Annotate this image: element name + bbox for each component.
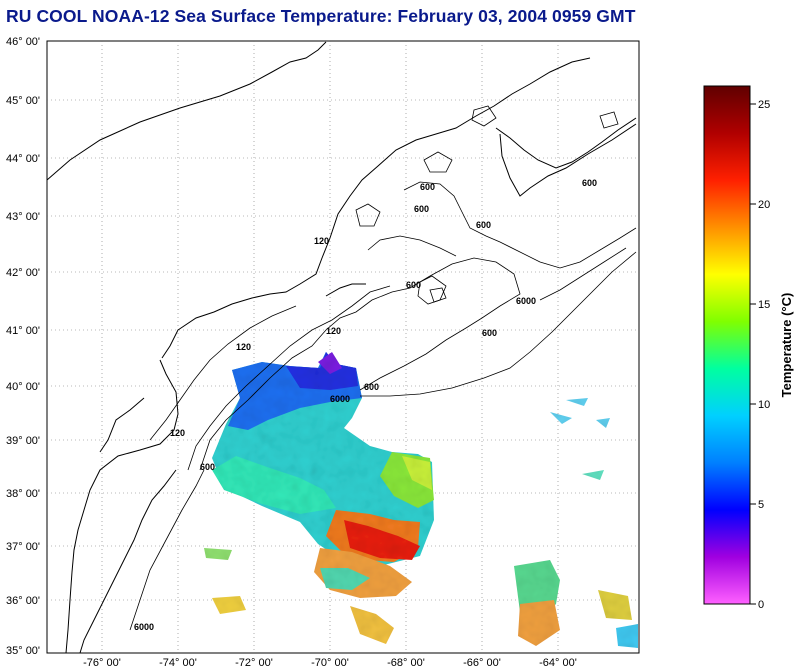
contour-label: 120 (314, 236, 329, 246)
lat-label: 40° 00' (6, 381, 40, 393)
colorbar-tick-label: 10 (758, 399, 770, 411)
colorbar-tick-label: 15 (758, 299, 770, 311)
lat-label: 44° 00' (6, 153, 40, 165)
colorbar-scale (703, 85, 751, 605)
contour-label: 600 (200, 462, 215, 472)
contour-label: 600 (476, 220, 491, 230)
colorbar-tick-label: 5 (758, 499, 764, 511)
lat-label: 45° 00' (6, 95, 40, 107)
lon-label: -72° 00' (235, 657, 273, 669)
lon-label: -68° 00' (387, 657, 425, 669)
lon-label: -66° 00' (463, 657, 501, 669)
lat-label: 43° 00' (6, 211, 40, 223)
contour-label: 600 (406, 280, 421, 290)
lat-label: 39° 00' (6, 435, 40, 447)
colorbar-tick-label: 0 (758, 599, 764, 611)
bathymetry-contours (129, 105, 637, 631)
contour-label: 120 (170, 428, 185, 438)
lon-label: -70° 00' (311, 657, 349, 669)
colorbar-ticks: 25 20 15 10 5 0 (750, 99, 770, 611)
colorbar-tick-label: 25 (758, 99, 770, 111)
contour-label: 600 (414, 204, 429, 214)
contour-label: 600 (420, 182, 435, 192)
latitude-labels: 46° 00' 45° 00' 44° 00' 43° 00' 42° 00' … (6, 36, 40, 657)
lat-label: 38° 00' (6, 488, 40, 500)
lon-label: -74° 00' (159, 657, 197, 669)
lat-label: 41° 00' (6, 325, 40, 337)
lat-label: 37° 00' (6, 541, 40, 553)
coastlines (46, 41, 637, 654)
colorbar-tick-label: 20 (758, 199, 770, 211)
lat-label: 42° 00' (6, 267, 40, 279)
contour-label: 600 (364, 382, 379, 392)
contour-label: 6000 (134, 622, 154, 632)
lon-label: -64° 00' (539, 657, 577, 669)
lat-label: 46° 00' (6, 36, 40, 48)
contour-label: 6000 (330, 394, 350, 404)
contour-label: 120 (326, 326, 341, 336)
contour-label: 600 (582, 178, 597, 188)
map-title: RU COOL NOAA-12 Sea Surface Temperature:… (6, 6, 636, 26)
lat-label: 36° 00' (6, 595, 40, 607)
contour-label: 6000 (516, 296, 536, 306)
longitude-labels: -76° 00' -74° 00' -72° 00' -70° 00' -68°… (83, 657, 577, 669)
lat-label: 35° 00' (6, 645, 40, 657)
contour-label: 600 (482, 328, 497, 338)
contour-label: 120 (236, 342, 251, 352)
sst-imagery (204, 352, 638, 648)
colorbar-label: Temperature (°C) (779, 293, 794, 398)
lon-label: -76° 00' (83, 657, 121, 669)
contour-label-group: 120 120 120 120 600 600 600 600 600 600 … (134, 178, 597, 632)
